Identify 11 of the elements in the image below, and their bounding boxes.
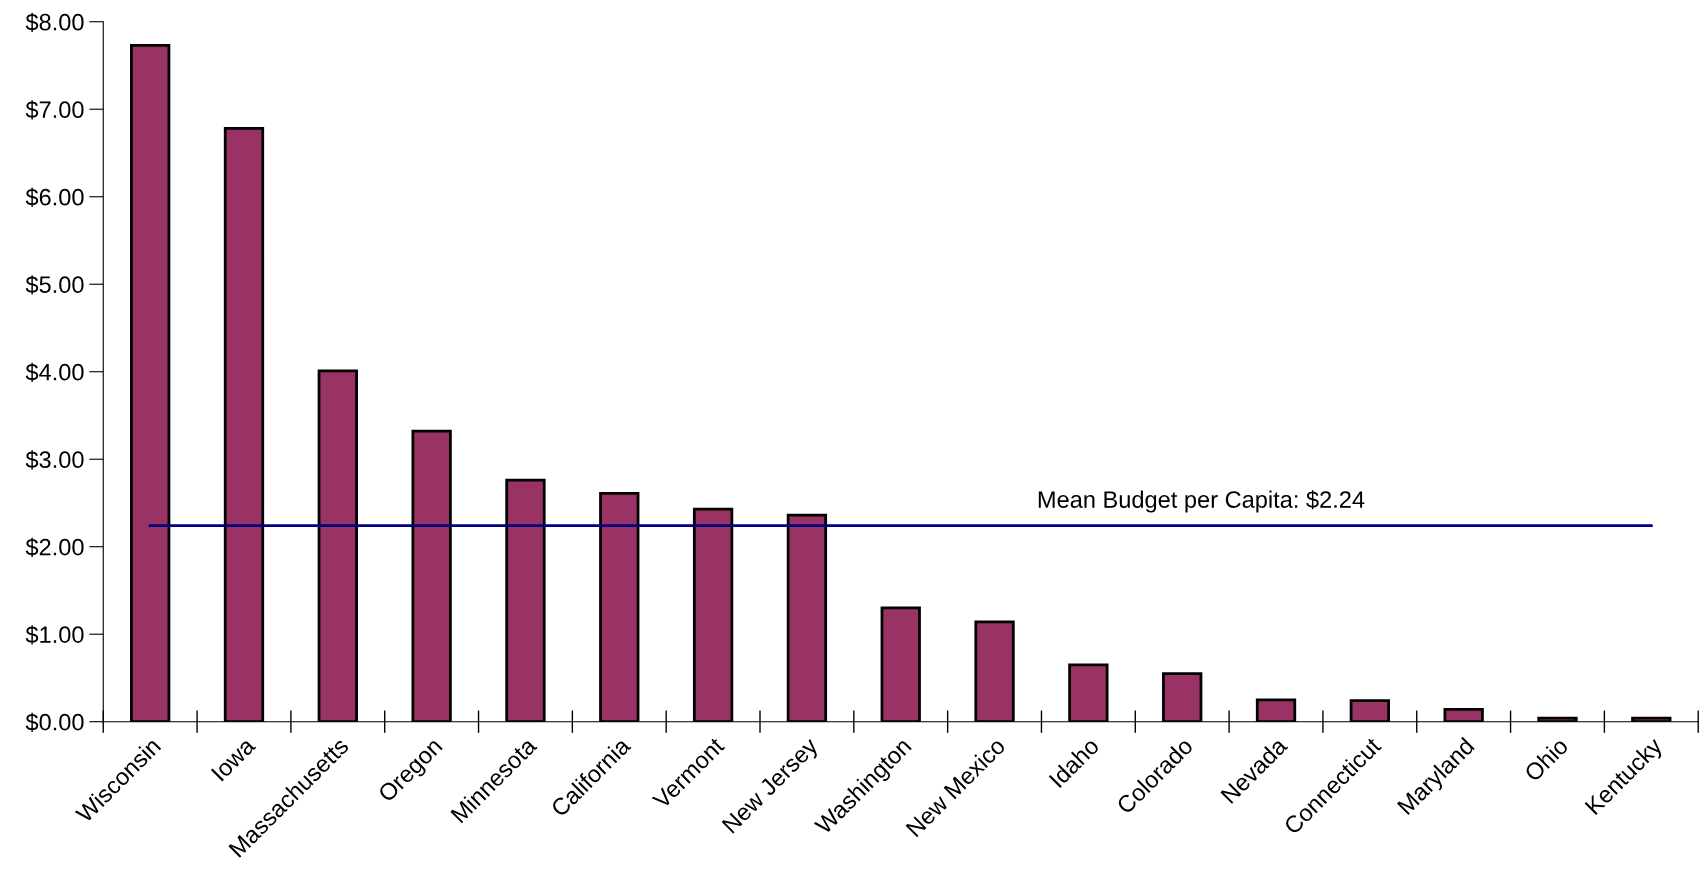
y-tick-label: $2.00 bbox=[25, 537, 84, 557]
ref-line-label: Mean Budget per Capita: $2.24 bbox=[1038, 490, 1365, 513]
y-tick-label: $8.00 bbox=[25, 12, 84, 32]
y-tick-label: $5.00 bbox=[25, 275, 84, 295]
y-tick-label: $7.00 bbox=[25, 100, 84, 120]
x-tick-label: Ohio bbox=[1523, 736, 1570, 783]
y-tick-label: $0.00 bbox=[25, 712, 84, 732]
y-tick-label: $6.00 bbox=[25, 187, 84, 207]
y-tick-label: $3.00 bbox=[25, 450, 84, 470]
y-tick-label: $4.00 bbox=[25, 362, 84, 382]
y-tick-label: $1.00 bbox=[25, 625, 84, 645]
